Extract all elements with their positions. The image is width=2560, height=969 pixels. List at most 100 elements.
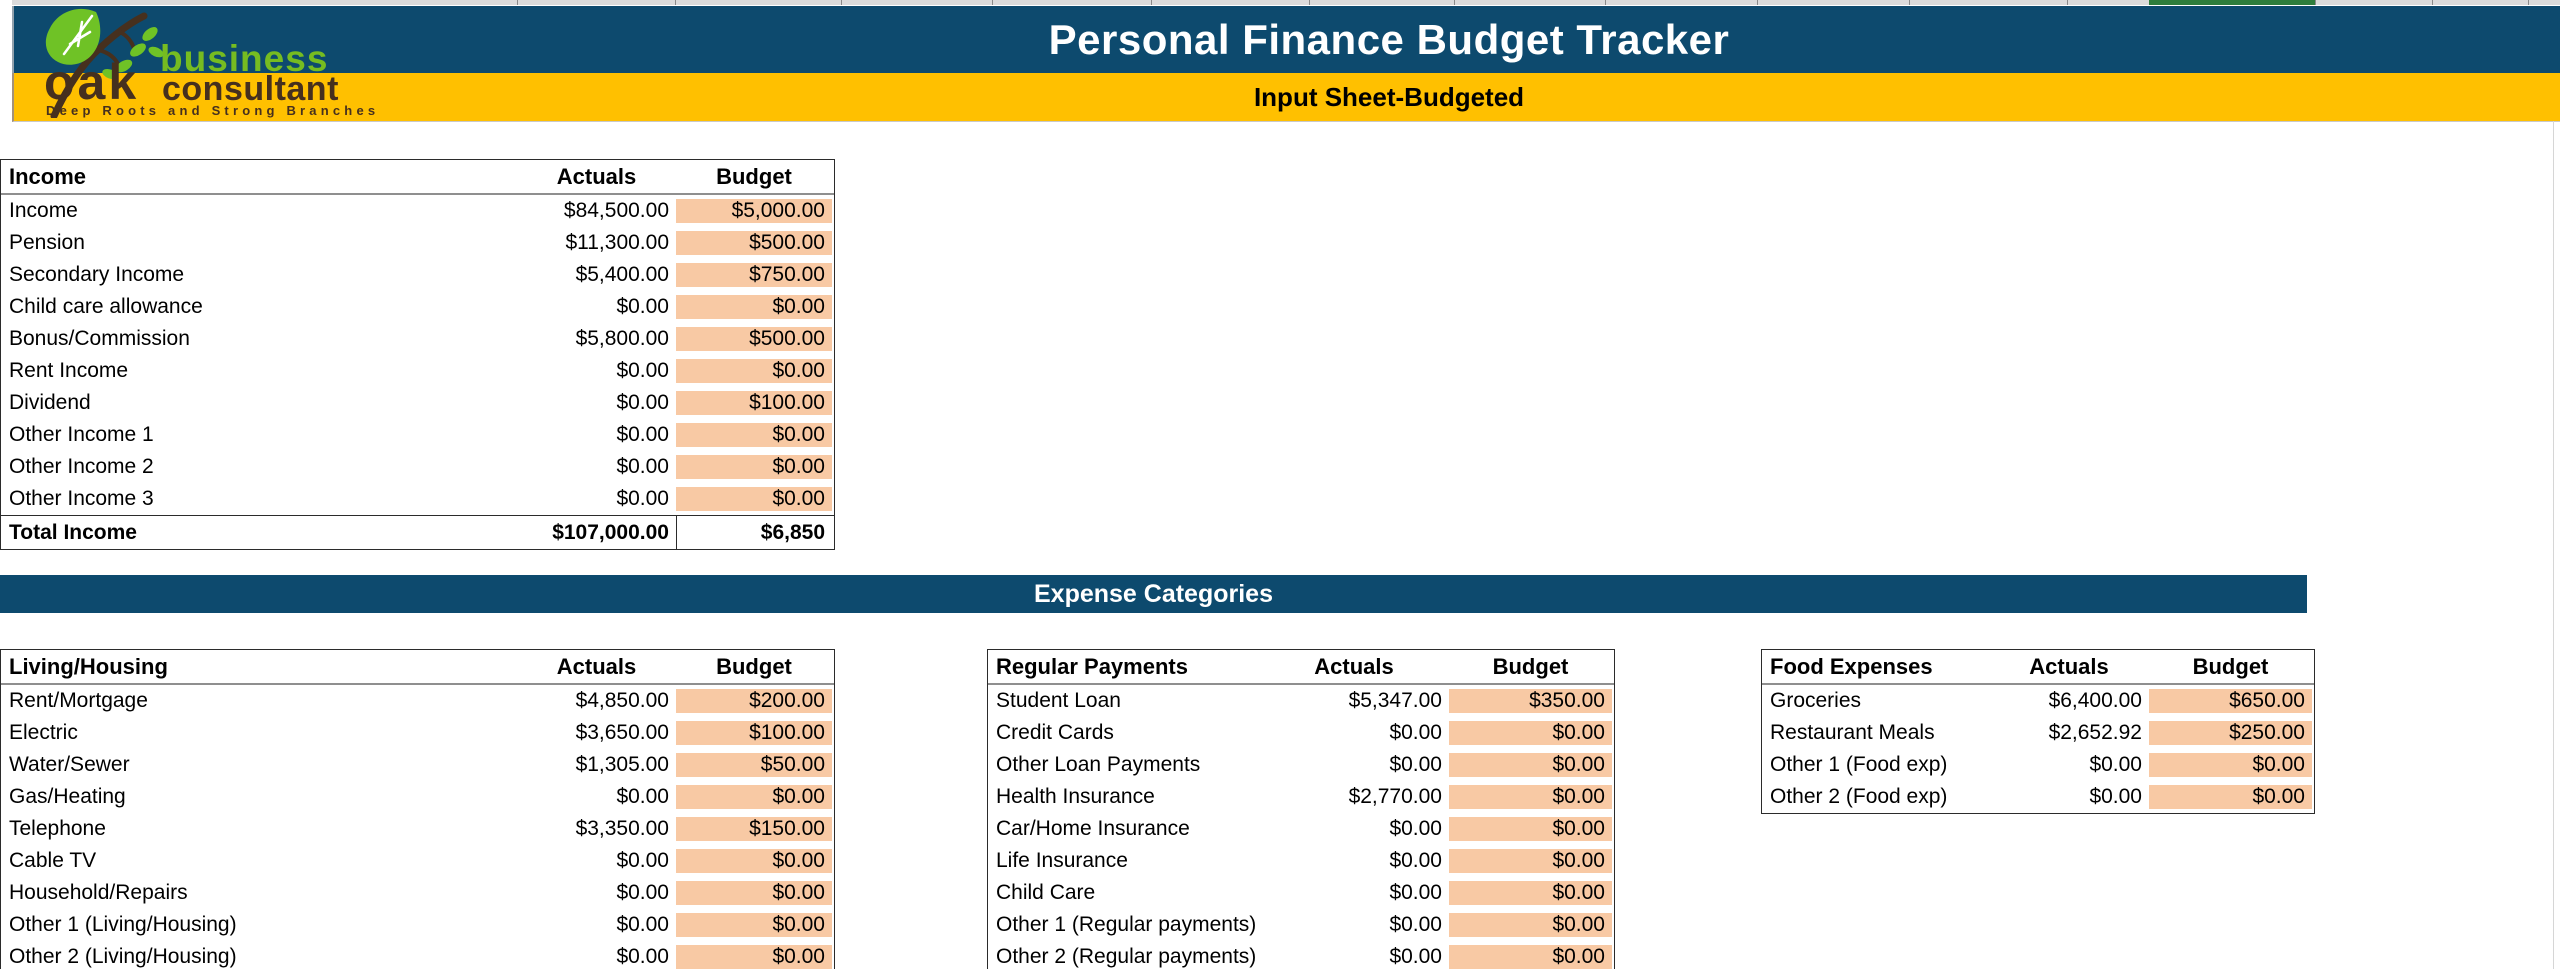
budget-value-cell[interactable]: $0.00: [1449, 817, 1612, 841]
row-label-cell[interactable]: Other 2 (Food exp): [1770, 785, 1948, 808]
row-label-cell[interactable]: Restaurant Meals: [1770, 721, 1935, 744]
row-label-cell[interactable]: Dividend: [9, 391, 91, 414]
actuals-value-cell[interactable]: $6,400.00: [2048, 689, 2142, 712]
budget-value-cell[interactable]: $100.00: [676, 391, 832, 415]
actuals-value-cell[interactable]: $84,500.00: [563, 199, 669, 222]
actuals-value-cell[interactable]: $1,305.00: [575, 753, 669, 776]
budget-value-cell[interactable]: $0.00: [676, 295, 832, 319]
actuals-value-cell[interactable]: $0.00: [616, 455, 669, 478]
row-label-cell[interactable]: Income: [9, 199, 78, 222]
actuals-value-cell[interactable]: $5,800.00: [575, 327, 669, 350]
budget-value-cell[interactable]: $0.00: [676, 359, 832, 383]
actuals-value-cell[interactable]: $0.00: [616, 391, 669, 414]
row-label-cell[interactable]: Credit Cards: [996, 721, 1114, 744]
row-label-cell[interactable]: Child care allowance: [9, 295, 203, 318]
actuals-value-cell[interactable]: $3,350.00: [575, 817, 669, 840]
row-label-cell[interactable]: Car/Home Insurance: [996, 817, 1190, 840]
row-label-cell[interactable]: Other Income 2: [9, 455, 154, 478]
row-label-cell[interactable]: Other Income 3: [9, 487, 154, 510]
actuals-value-cell[interactable]: $0.00: [616, 849, 669, 872]
budget-value-cell[interactable]: $500.00: [676, 327, 832, 351]
budget-header-cell[interactable]: Budget: [716, 163, 792, 189]
row-label-cell[interactable]: Secondary Income: [9, 263, 185, 286]
row-label-cell[interactable]: Other 2 (Living/Housing): [9, 945, 237, 968]
budget-value-cell[interactable]: $5,000.00: [676, 199, 832, 223]
actuals-value-cell[interactable]: $0.00: [2089, 785, 2142, 808]
actuals-value-cell[interactable]: $0.00: [616, 785, 669, 808]
budget-value-cell[interactable]: $0.00: [2149, 753, 2312, 777]
actuals-value-cell[interactable]: $0.00: [1389, 881, 1442, 904]
budget-value-cell[interactable]: $0.00: [1449, 785, 1612, 809]
budget-value-cell[interactable]: $750.00: [676, 263, 832, 287]
total-actuals-cell[interactable]: $107,000.00: [552, 520, 669, 544]
table-title-cell[interactable]: Regular Payments: [996, 653, 1188, 679]
actuals-value-cell[interactable]: $0.00: [1389, 817, 1442, 840]
row-label-cell[interactable]: Student Loan: [996, 689, 1121, 712]
actuals-value-cell[interactable]: $0.00: [1389, 945, 1442, 968]
row-label-cell[interactable]: Rent Income: [9, 359, 129, 382]
budget-value-cell[interactable]: $100.00: [676, 721, 832, 745]
row-label-cell[interactable]: Other Loan Payments: [996, 753, 1201, 776]
budget-value-cell[interactable]: $0.00: [676, 487, 832, 511]
budget-value-cell[interactable]: $0.00: [1449, 753, 1612, 777]
budget-value-cell[interactable]: $0.00: [1449, 721, 1612, 745]
budget-value-cell[interactable]: $50.00: [676, 753, 832, 777]
budget-header-cell[interactable]: Budget: [1492, 653, 1569, 679]
budget-value-cell[interactable]: $0.00: [676, 423, 832, 447]
budget-value-cell[interactable]: $0.00: [676, 913, 832, 937]
actuals-value-cell[interactable]: $0.00: [616, 913, 669, 936]
table-title-cell[interactable]: Food Expenses: [1770, 653, 1933, 679]
budget-value-cell[interactable]: $0.00: [1449, 881, 1612, 905]
budget-value-cell[interactable]: $0.00: [676, 785, 832, 809]
row-label-cell[interactable]: Household/Repairs: [9, 881, 188, 904]
row-label-cell[interactable]: Health Insurance: [996, 785, 1155, 808]
actuals-value-cell[interactable]: $5,400.00: [575, 263, 669, 286]
actuals-value-cell[interactable]: $0.00: [1389, 721, 1442, 744]
actuals-value-cell[interactable]: $0.00: [2089, 753, 2142, 776]
total-label-cell[interactable]: Total Income: [9, 520, 137, 544]
actuals-value-cell[interactable]: $3,650.00: [575, 721, 669, 744]
actuals-header-cell[interactable]: Actuals: [1314, 653, 1394, 679]
budget-value-cell[interactable]: $0.00: [1449, 913, 1612, 937]
actuals-value-cell[interactable]: $0.00: [616, 423, 669, 446]
budget-header-cell[interactable]: Budget: [2192, 653, 2269, 679]
actuals-value-cell[interactable]: $4,850.00: [575, 689, 669, 712]
budget-value-cell[interactable]: $150.00: [676, 817, 832, 841]
actuals-value-cell[interactable]: $11,300.00: [565, 231, 669, 254]
budget-value-cell[interactable]: $0.00: [1449, 849, 1612, 873]
actuals-value-cell[interactable]: $0.00: [1389, 753, 1442, 776]
budget-value-cell[interactable]: $0.00: [676, 945, 832, 969]
table-title-cell[interactable]: Income: [9, 163, 87, 189]
actuals-value-cell[interactable]: $0.00: [1389, 913, 1442, 936]
row-label-cell[interactable]: Bonus/Commission: [9, 327, 190, 350]
budget-value-cell[interactable]: $0.00: [676, 849, 832, 873]
actuals-value-cell[interactable]: $5,347.00: [1348, 689, 1442, 712]
actuals-header-cell[interactable]: Actuals: [2029, 653, 2109, 679]
table-title-cell[interactable]: Living/Housing: [9, 653, 168, 679]
actuals-header-cell[interactable]: Actuals: [556, 163, 637, 189]
row-label-cell[interactable]: Groceries: [1770, 689, 1862, 712]
row-label-cell[interactable]: Water/Sewer: [9, 753, 130, 776]
row-label-cell[interactable]: Cable TV: [9, 849, 97, 872]
row-label-cell[interactable]: Rent/Mortgage: [9, 689, 148, 712]
actuals-value-cell[interactable]: $0.00: [616, 945, 669, 968]
budget-value-cell[interactable]: $350.00: [1449, 689, 1612, 713]
row-label-cell[interactable]: Other Income 1: [9, 423, 154, 446]
budget-value-cell[interactable]: $650.00: [2149, 689, 2312, 713]
row-label-cell[interactable]: Other 1 (Food exp): [1770, 753, 1948, 776]
actuals-value-cell[interactable]: $2,770.00: [1348, 785, 1442, 808]
budget-value-cell[interactable]: $250.00: [2149, 721, 2312, 745]
row-label-cell[interactable]: Electric: [9, 721, 78, 744]
budget-header-cell[interactable]: Budget: [716, 653, 792, 679]
actuals-value-cell[interactable]: $0.00: [1389, 849, 1442, 872]
actuals-value-cell[interactable]: $0.00: [616, 881, 669, 904]
row-label-cell[interactable]: Telephone: [9, 817, 106, 840]
actuals-value-cell[interactable]: $0.00: [616, 487, 669, 510]
budget-value-cell[interactable]: $500.00: [676, 231, 832, 255]
actuals-value-cell[interactable]: $2,652.92: [2048, 721, 2142, 744]
budget-value-cell[interactable]: $0.00: [2149, 785, 2312, 809]
budget-value-cell[interactable]: $200.00: [676, 689, 832, 713]
budget-value-cell[interactable]: $0.00: [1449, 945, 1612, 969]
actuals-value-cell[interactable]: $0.00: [616, 359, 669, 382]
total-budget-cell[interactable]: $6,850: [676, 516, 832, 549]
